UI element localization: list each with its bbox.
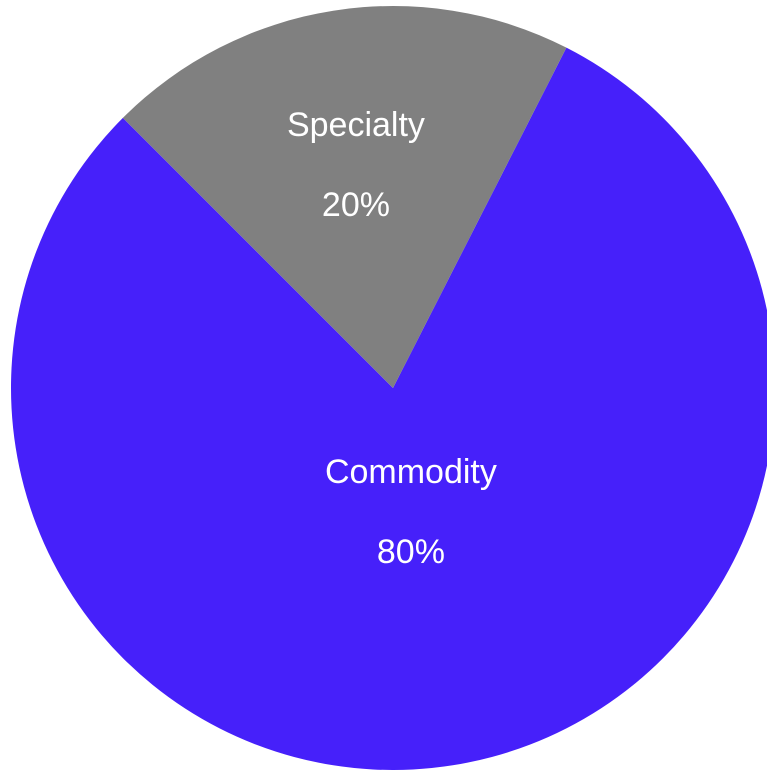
slice-value-specialty: 20% bbox=[322, 186, 390, 224]
slice-label-specialty: Specialty bbox=[287, 106, 425, 144]
pie-labels: Commodity 80% Specialty 20% bbox=[287, 106, 497, 571]
pie-slice-specialty bbox=[122, 6, 567, 389]
pie-slice-commodity bbox=[11, 47, 767, 770]
slice-value-commodity: 80% bbox=[377, 533, 445, 571]
slice-label-commodity: Commodity bbox=[325, 453, 497, 491]
pie-slices bbox=[11, 6, 767, 770]
